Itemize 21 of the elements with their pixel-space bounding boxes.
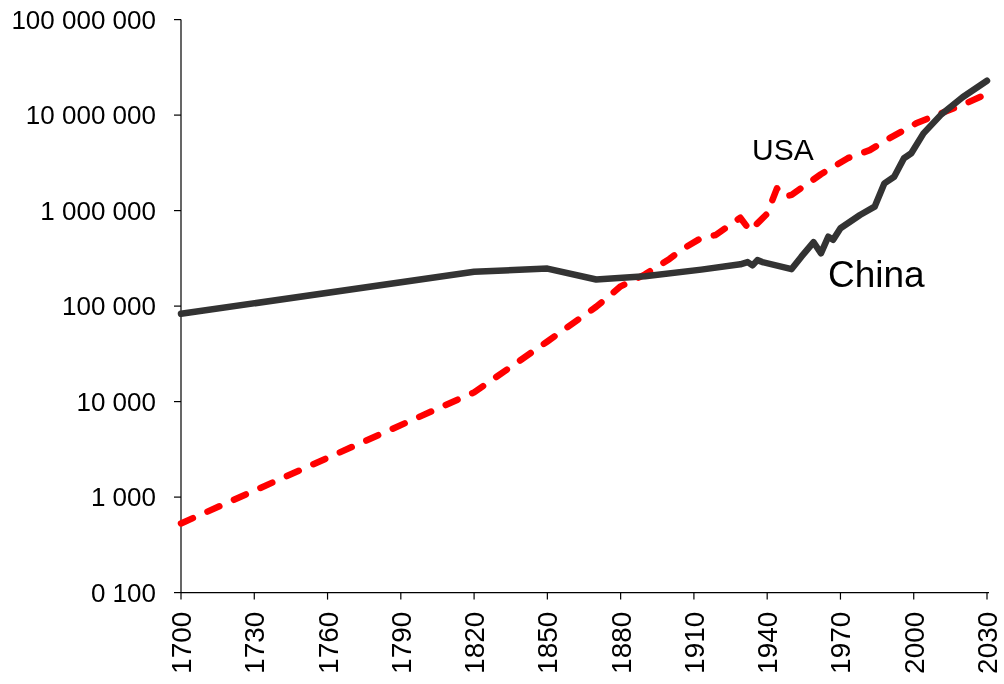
y-tick-label: 100 000 000 [11, 4, 156, 35]
series-label: USA [752, 133, 814, 166]
x-tick-label: 1760 [312, 611, 344, 674]
x-tick-label: 1970 [824, 611, 856, 674]
y-tick-label: 10 000 000 [25, 100, 156, 131]
x-tick-label: 1850 [531, 611, 563, 674]
x-tick-label: 1730 [238, 611, 270, 674]
x-tick-label: 2000 [898, 611, 930, 674]
y-tick-label: 100 000 [62, 291, 156, 322]
x-tick-label: 2030 [971, 611, 1003, 674]
x-tick-label: 1940 [751, 611, 783, 674]
x-tick-label: 1910 [678, 611, 710, 674]
series-label: China [828, 254, 926, 295]
x-tick-label: 1700 [165, 611, 197, 674]
x-tick-label: 1820 [458, 611, 490, 674]
y-tick-label: 1 000 [90, 482, 156, 513]
x-tick-label: 1880 [605, 611, 637, 674]
x-tick-label: 1790 [385, 611, 417, 674]
y-tick-label: 10 000 [76, 386, 156, 417]
y-tick-label: 1 000 000 [40, 195, 156, 226]
y-tick-label: 0 100 [90, 577, 156, 608]
